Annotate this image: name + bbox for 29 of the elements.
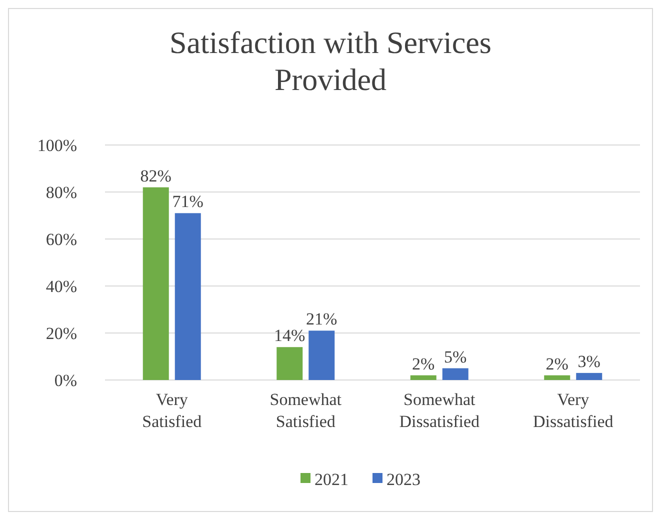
bar xyxy=(308,330,335,380)
data-label: 5% xyxy=(444,347,467,366)
bar xyxy=(410,375,436,380)
x-tick-label: Very Dissatisfied xyxy=(532,390,614,431)
y-tick-label: 20% xyxy=(46,324,77,343)
data-label: 3% xyxy=(578,352,600,371)
data-label: 21% xyxy=(306,310,338,329)
bar xyxy=(174,213,201,380)
data-label: 71% xyxy=(172,192,204,212)
bar xyxy=(276,347,303,380)
x-tick-label: Very Satisfied xyxy=(142,390,202,431)
bar xyxy=(142,187,169,380)
bar xyxy=(442,368,468,380)
y-tick-label: 80% xyxy=(46,182,77,202)
data-label: 82% xyxy=(140,166,172,186)
x-tick-label: Somewhat Dissatisfied xyxy=(399,390,480,431)
bar xyxy=(544,375,570,380)
data-label: 2% xyxy=(546,354,568,374)
data-label: 14% xyxy=(274,326,306,346)
y-tick-label: 100% xyxy=(37,136,77,155)
y-tick-label: 60% xyxy=(46,230,77,249)
legend-label: 2021 xyxy=(314,470,348,489)
chart-title: Satisfaction with Services Provided xyxy=(170,25,492,97)
legend-label: 2023 xyxy=(386,470,420,489)
y-tick-label: 40% xyxy=(46,276,77,296)
y-tick-label: 0% xyxy=(54,370,77,390)
data-label: 2% xyxy=(412,354,435,374)
x-tick-label: Somewhat Satisfied xyxy=(270,390,342,431)
bar xyxy=(576,372,602,380)
